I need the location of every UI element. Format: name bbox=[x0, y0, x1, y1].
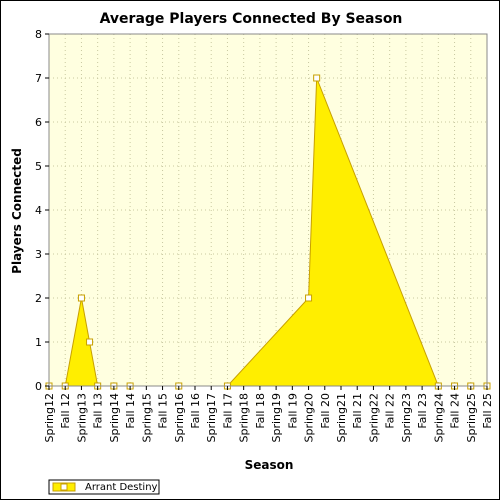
x-tick-label: Fall 12 bbox=[59, 393, 72, 429]
x-tick-label: Fall 14 bbox=[124, 393, 137, 429]
x-tick-label: Fall 24 bbox=[449, 393, 462, 429]
legend: Arrant Destiny bbox=[48, 479, 160, 495]
x-tick-label: Spring16 bbox=[173, 393, 186, 443]
x-tick-label: Fall 19 bbox=[286, 393, 299, 429]
x-tick-label: Spring17 bbox=[205, 393, 218, 443]
data-point bbox=[313, 74, 321, 82]
x-tick-label: Spring25 bbox=[465, 393, 478, 443]
x-tick-label: Fall 25 bbox=[481, 393, 494, 429]
x-tick-label: Spring20 bbox=[303, 393, 316, 443]
x-tick-labels: Spring12 Fall 12 Spring13 Fall 13 Spring14 Fa… bbox=[43, 386, 494, 443]
data-point bbox=[305, 294, 313, 302]
y-tick-label: 2 bbox=[35, 292, 42, 305]
y-tick-label: 1 bbox=[35, 336, 42, 349]
data-point bbox=[77, 294, 85, 302]
x-tick-label: Fall 23 bbox=[416, 393, 429, 429]
x-tick-label: Spring24 bbox=[432, 393, 445, 443]
x-tick-label: Spring23 bbox=[400, 393, 413, 443]
x-tick-label: Spring18 bbox=[238, 393, 251, 443]
y-tick-label: 5 bbox=[35, 160, 42, 173]
y-tick-label: 7 bbox=[35, 72, 42, 85]
x-tick-label: Spring15 bbox=[140, 393, 153, 443]
data-point bbox=[86, 338, 94, 346]
x-tick-label: Fall 17 bbox=[221, 393, 234, 429]
y-tick-label: 4 bbox=[35, 204, 42, 217]
legend-box bbox=[48, 479, 160, 495]
x-tick-label: Spring21 bbox=[335, 393, 348, 443]
series-area bbox=[49, 78, 487, 386]
x-axis-label: Season bbox=[245, 458, 294, 472]
y-tick-label: 0 bbox=[35, 380, 42, 393]
x-tick-label: Fall 21 bbox=[351, 393, 364, 429]
y-axis-label: Players Connected bbox=[10, 148, 24, 274]
y-tick-labels: 0 1 2 3 4 5 6 7 8 bbox=[35, 28, 49, 393]
x-tick-label: Fall 18 bbox=[254, 393, 267, 429]
y-tick-label: 6 bbox=[35, 116, 42, 129]
y-tick-label: 3 bbox=[35, 248, 42, 261]
x-tick-label: Spring12 bbox=[43, 393, 56, 443]
x-tick-label: Fall 15 bbox=[157, 393, 170, 429]
x-tick-label: Spring22 bbox=[367, 393, 380, 443]
legend-marker bbox=[60, 483, 68, 491]
chart-title: Average Players Connected By Season bbox=[100, 11, 403, 27]
x-tick-label: Fall 22 bbox=[384, 393, 397, 429]
x-tick-label: Spring19 bbox=[270, 393, 283, 443]
x-tick-label: Spring13 bbox=[75, 393, 88, 443]
y-tick-label: 8 bbox=[35, 28, 42, 41]
legend-label: Arrant Destiny bbox=[85, 482, 158, 493]
x-tick-label: Fall 16 bbox=[189, 393, 202, 429]
x-tick-label: Fall 13 bbox=[92, 393, 105, 429]
x-tick-label: Spring14 bbox=[108, 393, 121, 443]
x-tick-label: Fall 20 bbox=[319, 393, 332, 429]
